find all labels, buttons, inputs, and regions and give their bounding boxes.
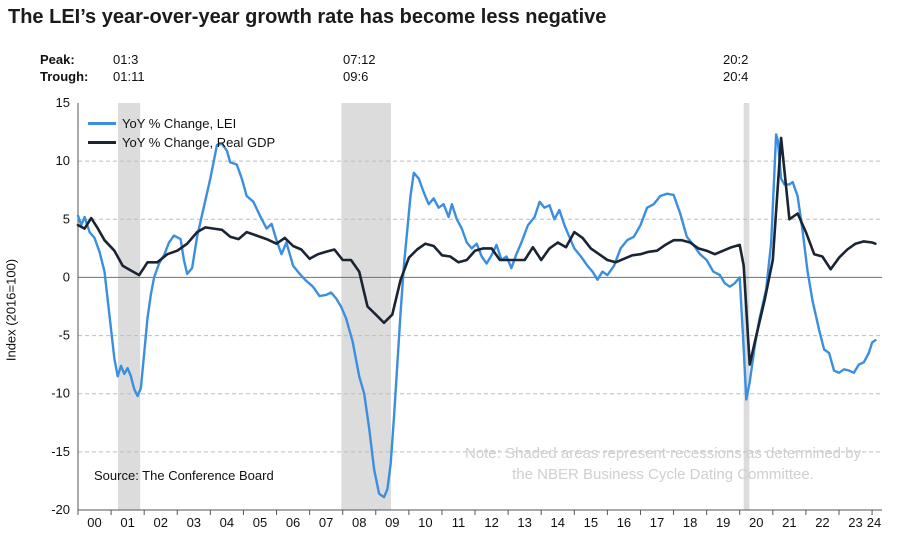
x-tick-label: 03: [187, 515, 201, 530]
x-tick-label: 02: [153, 515, 167, 530]
x-tick-label: 13: [517, 515, 531, 530]
legend-label-gdp: YoY % Change, Real GDP: [122, 135, 276, 150]
recession-1-trough: 01:11: [113, 69, 145, 84]
x-tick-label: 08: [352, 515, 366, 530]
x-tick-label: 23: [848, 515, 862, 530]
x-tick-label: 00: [87, 515, 101, 530]
peak-label: Peak:: [40, 52, 75, 67]
x-tick-label: 21: [782, 515, 796, 530]
legend: YoY % Change, LEI YoY % Change, Real GDP: [88, 114, 275, 152]
recession-1-peak: 01:3: [113, 52, 139, 67]
x-tick-label: 07: [319, 515, 333, 530]
y-tick-label: 10: [56, 153, 70, 168]
series-line-gdp: [76, 136, 877, 366]
y-tick-label: -10: [51, 386, 70, 401]
y-tick-label: 5: [63, 211, 70, 226]
y-tick-label: 15: [56, 95, 70, 110]
x-tick-label: 06: [286, 515, 300, 530]
recession-3-trough: 20:4: [723, 69, 749, 84]
x-tick-label: 05: [253, 515, 267, 530]
x-tick-label: 18: [683, 515, 697, 530]
recession-note-line-2: the NBER Business Cycle Dating Committee…: [512, 466, 814, 483]
recession-band-1: [118, 103, 141, 510]
x-tick-label: 15: [584, 515, 598, 530]
recession-note-line-1: Note: Shaded areas represent recessions …: [464, 445, 862, 462]
chart-title: The LEI’s year-over-year growth rate has…: [8, 6, 607, 28]
trough-label: Trough:: [40, 69, 89, 84]
recession-2-peak: 07:12: [343, 52, 376, 67]
x-tick-label: 11: [452, 515, 466, 530]
legend-swatch-gdp: [88, 141, 116, 144]
x-tick-label: 09: [385, 515, 399, 530]
y-tick-label: 0: [63, 269, 70, 284]
legend-item-gdp: YoY % Change, Real GDP: [88, 133, 275, 152]
y-tick-label: -20: [51, 502, 70, 517]
y-tick-label: -15: [51, 444, 70, 459]
legend-label-lei: YoY % Change, LEI: [122, 116, 237, 131]
x-tick-label: 24: [867, 515, 881, 530]
series-line-lei: [76, 133, 877, 499]
x-tick-label: 16: [617, 515, 631, 530]
x-tick-label: 12: [484, 515, 498, 530]
recession-3-peak: 20:2: [723, 52, 749, 67]
x-tick-label: 17: [650, 515, 664, 530]
y-axis-label: Index (2016=100): [3, 258, 19, 362]
recession-2-trough: 09:6: [343, 69, 369, 84]
source-note: Source: The Conference Board: [94, 468, 274, 483]
y-tick-label: -5: [58, 328, 70, 343]
x-tick-label: 20: [749, 515, 763, 530]
x-tick-label: 10: [418, 515, 432, 530]
legend-swatch-lei: [88, 122, 116, 125]
legend-item-lei: YoY % Change, LEI: [88, 114, 275, 133]
x-tick-label: 01: [120, 515, 134, 530]
x-tick-label: 04: [220, 515, 234, 530]
x-tick-label: 19: [716, 515, 730, 530]
x-tick-label: 14: [551, 515, 565, 530]
recession-note: Note: Shaded areas represent recessions …: [430, 443, 896, 485]
x-tick-label: 22: [815, 515, 829, 530]
